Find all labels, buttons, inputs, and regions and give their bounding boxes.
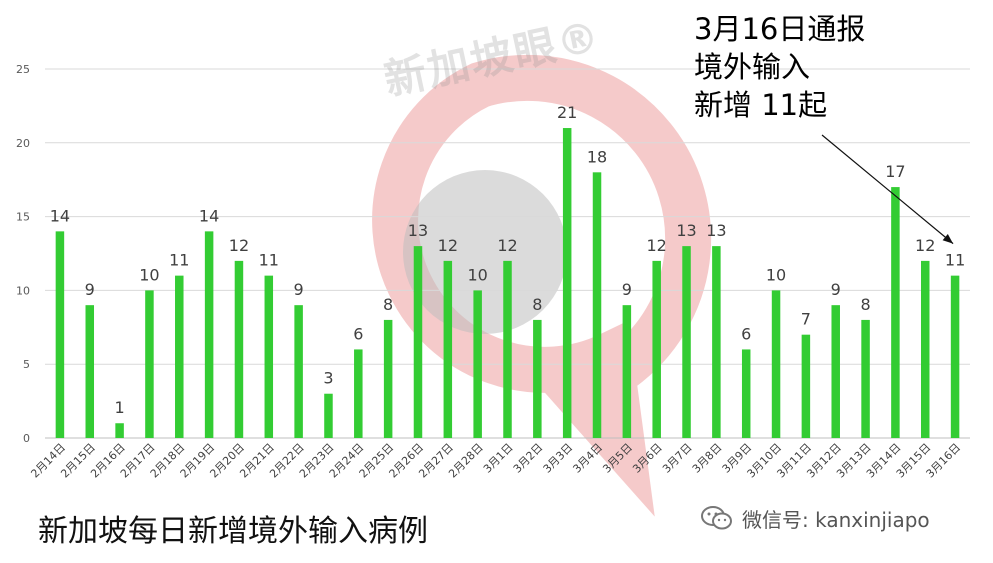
data-label: 1 (115, 398, 125, 417)
chart-title: 新加坡每日新增境外输入病例 (38, 514, 428, 549)
data-label: 10 (139, 265, 159, 284)
bar (85, 305, 95, 438)
bar (145, 290, 154, 438)
data-label: 12 (915, 236, 935, 255)
x-tick-label: 3月4日 (570, 441, 605, 476)
bar (175, 275, 184, 438)
bar (234, 260, 244, 438)
data-label: 11 (945, 251, 965, 270)
bar (562, 128, 572, 439)
bar (354, 349, 363, 438)
data-label: 12 (438, 236, 458, 255)
bar (294, 305, 303, 438)
bar (264, 275, 274, 438)
x-tick-label: 3月3日 (541, 441, 576, 476)
data-label: 8 (860, 295, 870, 314)
bar (383, 319, 393, 438)
bar (503, 260, 512, 438)
data-label: 9 (294, 280, 304, 299)
data-label: 7 (801, 310, 811, 329)
watermark-logo (372, 54, 712, 517)
data-label: 13 (408, 221, 428, 240)
bar (533, 319, 542, 438)
bar (324, 393, 333, 438)
bar (473, 290, 482, 438)
data-label: 11 (169, 251, 189, 270)
data-label: 14 (50, 206, 70, 225)
data-label: 11 (259, 251, 279, 270)
x-tick-label: 3月8日 (690, 441, 725, 476)
bar (920, 260, 930, 438)
bar (682, 246, 691, 438)
y-tick-label: 10 (16, 284, 30, 297)
annotation-line-1: 3月16日通报 (694, 12, 866, 46)
bar (622, 305, 632, 438)
data-label: 13 (706, 221, 726, 240)
annotation-arrow-line (821, 134, 954, 245)
data-label: 13 (676, 221, 696, 240)
bar (115, 423, 124, 438)
wechat-credit: 微信号: kanxinjiapo (700, 503, 930, 533)
data-label: 17 (885, 162, 905, 181)
x-tick-labels: 2月14日2月15日2月16日2月17日2月18日2月19日2月20日2月21日… (28, 441, 963, 481)
bar (831, 305, 840, 438)
bar (592, 172, 602, 438)
data-label: 21 (557, 103, 577, 122)
data-label: 10 (766, 265, 786, 284)
y-tick-labels: 0 5 10 15 20 25 (16, 63, 30, 445)
bar (950, 275, 960, 438)
y-tick-label: 25 (16, 63, 30, 76)
x-tick-label: 3月7日 (660, 441, 695, 476)
bar (741, 349, 751, 438)
data-label: 9 (85, 280, 95, 299)
data-label: 12 (647, 236, 667, 255)
bars (55, 128, 960, 439)
x-tick-label: 3月1日 (481, 441, 516, 476)
y-tick-label: 15 (16, 211, 30, 224)
data-label: 8 (532, 295, 542, 314)
wechat-label: 微信号: kanxinjiapo (742, 507, 930, 532)
annotation-arrow (821, 134, 954, 245)
y-tick-label: 20 (16, 137, 30, 150)
data-label: 6 (353, 324, 363, 343)
bar (771, 290, 781, 438)
y-tick-label: 5 (23, 358, 30, 371)
data-label: 12 (229, 236, 249, 255)
annotation-callout: 3月16日通报 境外输入 新增 11起 (694, 10, 865, 124)
wechat-icon (701, 506, 732, 530)
data-label: 3 (323, 369, 333, 388)
bar (652, 260, 661, 438)
bar (443, 260, 453, 438)
annotation-arrowhead (942, 233, 954, 244)
data-label: 8 (383, 295, 393, 314)
data-label: 9 (831, 280, 841, 299)
bar (891, 187, 900, 438)
bar (55, 231, 65, 438)
data-label: 9 (622, 280, 632, 299)
y-tick-label: 0 (23, 432, 30, 445)
data-label: 14 (199, 206, 219, 225)
data-labels: 14 9 1 10 11 14 12 11 9 3 6 8 13 12 10 12 8 21 18 9 12 13 13 6 1… (50, 103, 966, 417)
annotation-line-2: 境外输入 (694, 50, 811, 84)
bar (712, 246, 721, 438)
data-label: 6 (741, 324, 751, 343)
x-tick-label: 3月2日 (511, 441, 546, 476)
bar (413, 246, 423, 438)
data-label: 12 (497, 236, 517, 255)
data-label: 10 (467, 265, 487, 284)
bar (801, 334, 811, 438)
bar (861, 319, 870, 438)
bar (204, 231, 214, 438)
annotation-line-3: 新增 11起 (694, 88, 828, 122)
data-label: 18 (587, 147, 607, 166)
